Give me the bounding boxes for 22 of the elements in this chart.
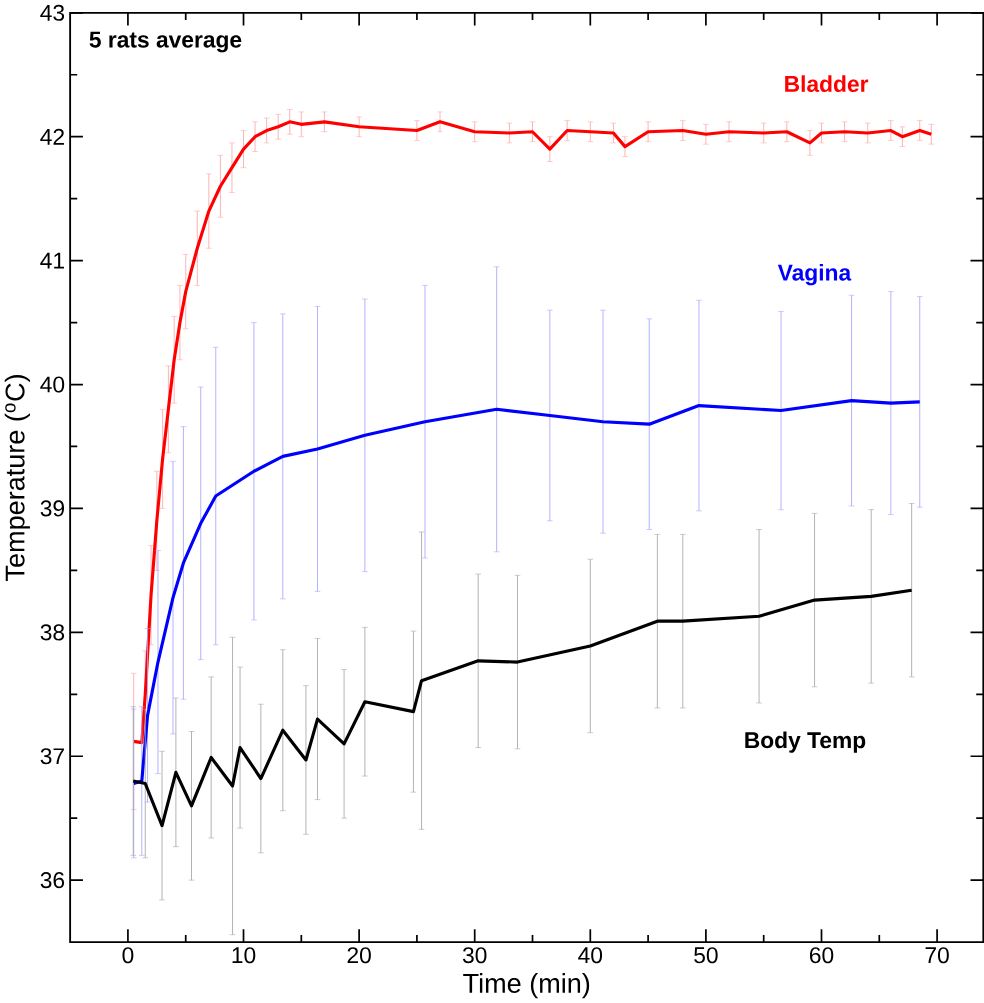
y-tick-label: 40 <box>40 376 65 393</box>
x-tick-label: 10 <box>232 947 256 964</box>
text: Vagina <box>777 263 852 286</box>
x-tick-label: 30 <box>462 947 487 964</box>
x-tick-label: 60 <box>809 947 834 964</box>
annotation: 5 rats average <box>89 31 242 53</box>
y-tick-label: 39 <box>40 500 64 517</box>
x-axis-title: Time (min) <box>463 973 590 999</box>
y-tick-label: 43 <box>40 4 64 21</box>
x-tick-label: 0 <box>122 947 134 964</box>
x-tick-label: 50 <box>694 947 718 964</box>
y-tick-label: 41 <box>40 252 64 269</box>
y-tick-label: 38 <box>40 624 64 641</box>
y-tick-label: 42 <box>40 128 64 145</box>
x-tick-label: 20 <box>347 947 371 964</box>
y-tick-label: 36 <box>40 872 64 889</box>
y-axis-title: Temperature ($^{o}$C) <box>4 375 30 581</box>
x-tick-label: 70 <box>925 947 949 964</box>
text: Body Temp <box>745 731 866 753</box>
y-tick-label: 37 <box>40 748 64 765</box>
series-label: Bladder <box>785 75 869 93</box>
x-tick-label: 40 <box>578 947 602 964</box>
